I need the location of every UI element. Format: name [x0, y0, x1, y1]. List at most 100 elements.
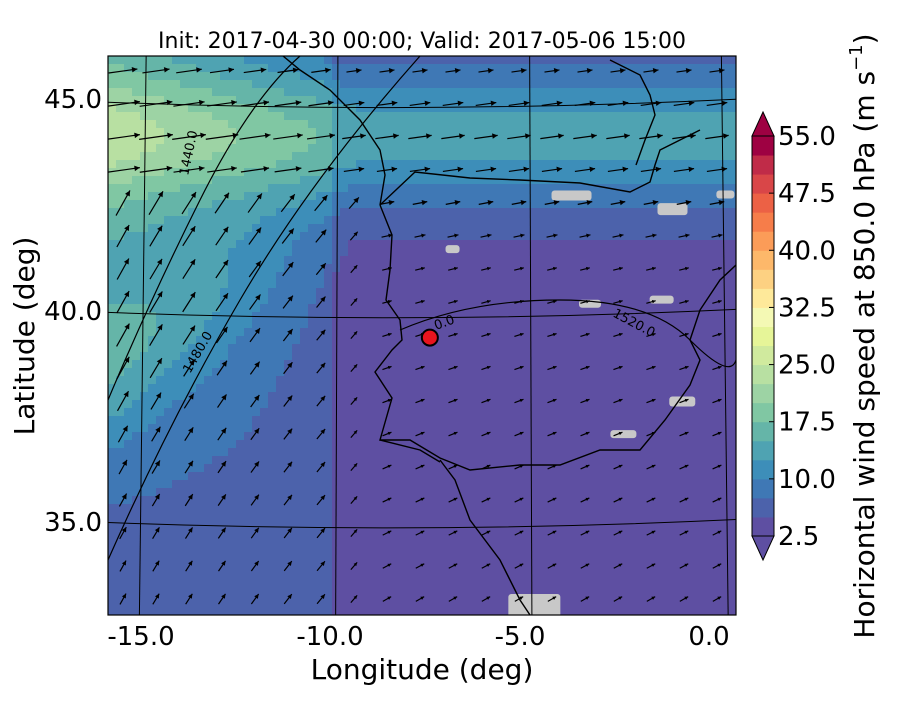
speed-cell [276, 504, 285, 513]
speed-cell [508, 400, 517, 409]
speed-cell [652, 424, 661, 433]
speed-cell [708, 232, 717, 241]
speed-cell [444, 464, 453, 473]
speed-cell [284, 536, 293, 545]
speed-cell [604, 424, 613, 433]
speed-cell [660, 312, 669, 321]
speed-cell [132, 128, 141, 137]
speed-cell [732, 528, 736, 537]
speed-cell [316, 472, 325, 481]
speed-cell [492, 104, 501, 113]
speed-cell [284, 512, 293, 521]
speed-cell [276, 176, 285, 185]
speed-cell [476, 224, 485, 233]
speed-cell [620, 232, 629, 241]
speed-cell [628, 440, 637, 449]
speed-cell [108, 560, 117, 569]
speed-cell [172, 552, 181, 561]
speed-cell [324, 304, 333, 313]
speed-cell [604, 552, 613, 561]
speed-cell [604, 112, 613, 121]
speed-cell [340, 424, 349, 433]
speed-cell [316, 456, 325, 465]
speed-cell [508, 120, 517, 129]
speed-cell [660, 216, 669, 225]
speed-cell [252, 240, 261, 249]
speed-cell [460, 160, 469, 169]
speed-cell [164, 352, 173, 361]
speed-cell [404, 136, 413, 145]
speed-cell [268, 336, 277, 345]
speed-cell [732, 328, 736, 337]
speed-cell [124, 320, 133, 329]
speed-cell [124, 528, 133, 537]
speed-cell [356, 552, 365, 561]
speed-cell [524, 328, 533, 337]
speed-cell [540, 544, 549, 553]
speed-cell [308, 408, 317, 417]
speed-cell [228, 504, 237, 513]
speed-cell [204, 400, 213, 409]
speed-cell [236, 176, 245, 185]
speed-cell [356, 328, 365, 337]
speed-cell [452, 376, 461, 385]
speed-cell [244, 552, 253, 561]
speed-cell [428, 104, 437, 113]
speed-cell [324, 344, 333, 353]
speed-cell [708, 488, 717, 497]
speed-cell [180, 152, 189, 161]
speed-cell [628, 112, 637, 121]
speed-cell [684, 88, 693, 97]
speed-cell [180, 368, 189, 377]
speed-cell [604, 72, 613, 81]
speed-cell [732, 208, 736, 217]
speed-cell [468, 488, 477, 497]
speed-cell [188, 72, 197, 81]
speed-cell [348, 280, 357, 289]
speed-cell [660, 400, 669, 409]
speed-cell [324, 504, 333, 513]
speed-cell [532, 432, 541, 441]
speed-cell [660, 360, 669, 369]
speed-cell [428, 232, 437, 241]
speed-cell [492, 176, 501, 185]
speed-cell [156, 200, 165, 209]
speed-cell [204, 416, 213, 425]
speed-cell [660, 112, 669, 121]
speed-cell [628, 424, 637, 433]
speed-cell [308, 192, 317, 201]
speed-cell [404, 360, 413, 369]
speed-cell [252, 192, 261, 201]
speed-cell [260, 464, 269, 473]
speed-cell [300, 240, 309, 249]
speed-cell [492, 64, 501, 73]
speed-cell [212, 104, 221, 113]
speed-cell [204, 72, 213, 81]
speed-cell [116, 136, 125, 145]
speed-cell [372, 408, 381, 417]
speed-cell [348, 208, 357, 217]
speed-cell [700, 456, 709, 465]
speed-cell [132, 520, 141, 529]
speed-cell [196, 488, 205, 497]
speed-cell [116, 96, 125, 105]
speed-cell [252, 216, 261, 225]
speed-cell [188, 472, 197, 481]
speed-cell [484, 240, 493, 249]
speed-cell [404, 432, 413, 441]
speed-cell [148, 544, 157, 553]
speed-cell [396, 456, 405, 465]
speed-cell [388, 344, 397, 353]
speed-cell [172, 432, 181, 441]
speed-cell [572, 88, 581, 97]
speed-cell [268, 384, 277, 393]
speed-cell [316, 136, 325, 145]
speed-cell [212, 352, 221, 361]
speed-cell [428, 384, 437, 393]
speed-cell [196, 552, 205, 561]
speed-cell [524, 216, 533, 225]
speed-cell [268, 352, 277, 361]
speed-cell [220, 80, 229, 89]
speed-cell [316, 416, 325, 425]
speed-cell [460, 520, 469, 529]
